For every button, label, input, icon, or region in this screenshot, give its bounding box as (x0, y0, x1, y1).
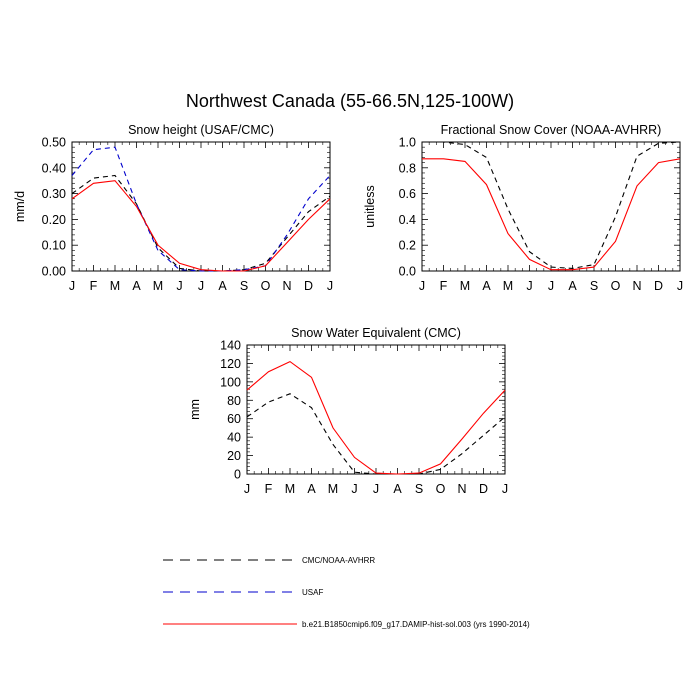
x-tick-label: J (176, 279, 182, 293)
chart-panel-1: Snow height (USAF/CMC)mm/dJ F M A M J J A S O N D J0… (13, 123, 333, 293)
x-tick-label: D (304, 279, 313, 293)
x-tick-label: M (153, 279, 163, 293)
figure-title: Northwest Canada (55-66.5N,125-100W) (186, 91, 514, 111)
series-line-2 (71, 146, 331, 272)
x-tick-label: A (393, 482, 402, 496)
chart-panel-3: Snow Water Equivalent (CMC)mmJ F M A M J J A S O N… (188, 326, 508, 496)
y-tick-label: 0 (234, 468, 241, 482)
legend-label: USAF (302, 588, 323, 597)
y-tick-label: 120 (220, 357, 241, 371)
y-tick-label: 0.30 (42, 187, 66, 201)
y-tick-label: 0.50 (42, 136, 66, 150)
x-tick-label: D (654, 279, 663, 293)
y-axis-label: unitless (363, 185, 377, 227)
y-tick-label: 140 (220, 339, 241, 353)
x-tick-label: J (198, 279, 204, 293)
y-axis-label: mm (188, 399, 202, 420)
x-tick-label: O (261, 279, 271, 293)
y-tick-label: 0.2 (399, 239, 416, 253)
x-tick-label: F (90, 279, 98, 293)
x-tick-label: F (440, 279, 448, 293)
series-line-3 (71, 180, 331, 272)
x-tick-label: M (285, 482, 295, 496)
x-tick-label: J (244, 482, 250, 496)
x-tick-label: N (457, 482, 466, 496)
chart-panel-2: Fractional Snow Cover (NOAA-AVHRR) unitle… (363, 123, 683, 293)
series-line-1 (246, 393, 506, 475)
y-tick-label: 0.20 (42, 213, 66, 227)
series-line-1 (71, 174, 331, 272)
x-tick-label: M (503, 279, 513, 293)
y-tick-label: 20 (227, 449, 241, 463)
y-tick-label: 1.0 (399, 136, 416, 150)
y-tick-label: 80 (227, 394, 241, 408)
y-tick-label: 40 (227, 431, 241, 445)
panel-title: Snow height (USAF/CMC) (128, 123, 274, 137)
y-tick-label: 0.4 (399, 213, 416, 227)
x-tick-label: J (526, 279, 532, 293)
x-tick-label: S (590, 279, 598, 293)
x-tick-label: A (307, 482, 316, 496)
y-tick-label: 100 (220, 375, 241, 389)
x-tick-label: J (327, 279, 333, 293)
x-tick-label: O (436, 482, 446, 496)
x-tick-label: A (132, 279, 141, 293)
y-axis-label: mm/d (13, 191, 27, 222)
y-tick-label: 60 (227, 412, 241, 426)
series-line-2 (246, 360, 506, 475)
x-tick-label: N (632, 279, 641, 293)
x-tick-label: M (328, 482, 338, 496)
x-tick-label: N (282, 279, 291, 293)
panels: Snow height (USAF/CMC)mm/dJ F M A M J J A S O N D J0… (13, 123, 683, 496)
x-tick-label: A (568, 279, 577, 293)
x-tick-label: M (110, 279, 120, 293)
legend-label: CMC/NOAA-AVHRR (302, 556, 375, 565)
legend: CMC/NOAA-AVHRR USAF b.e21.B1850cmip6.f09_g… (163, 556, 530, 629)
y-tick-label: 0.0 (399, 265, 416, 279)
x-tick-label: O (611, 279, 621, 293)
x-tick-label: J (351, 482, 357, 496)
x-tick-label: A (482, 279, 491, 293)
series-line-2 (422, 158, 681, 271)
x-tick-label: J (69, 279, 75, 293)
panel-title: Snow Water Equivalent (CMC) (291, 326, 461, 340)
panel-title: Fractional Snow Cover (NOAA-AVHRR) (441, 123, 662, 137)
y-tick-label: 0.8 (399, 161, 416, 175)
x-tick-label: J (419, 279, 425, 293)
x-tick-label: J (373, 482, 379, 496)
x-tick-label: J (548, 279, 554, 293)
y-tick-label: 0.00 (42, 265, 66, 279)
x-tick-label: A (218, 279, 227, 293)
x-tick-label: S (415, 482, 423, 496)
y-tick-label: 0.6 (399, 187, 416, 201)
x-tick-label: M (460, 279, 470, 293)
x-tick-label: J (502, 482, 508, 496)
y-tick-label: 0.10 (42, 239, 66, 253)
y-tick-label: 0.40 (42, 161, 66, 175)
x-tick-label: S (240, 279, 248, 293)
legend-label: b.e21.B1850cmip6.f09_g17.DAMIP-hist-sol.… (302, 620, 530, 629)
plot-frame (71, 141, 331, 272)
x-tick-label: J (677, 279, 683, 293)
plot-frame (246, 344, 506, 475)
legend-item-3: b.e21.B1850cmip6.f09_g17.DAMIP-hist-sol.… (163, 620, 530, 629)
legend-item-2: USAF (163, 588, 323, 597)
legend-item-1: CMC/NOAA-AVHRR (163, 556, 375, 565)
series-line-1 (422, 141, 681, 269)
x-tick-label: F (265, 482, 273, 496)
x-tick-label: D (479, 482, 488, 496)
